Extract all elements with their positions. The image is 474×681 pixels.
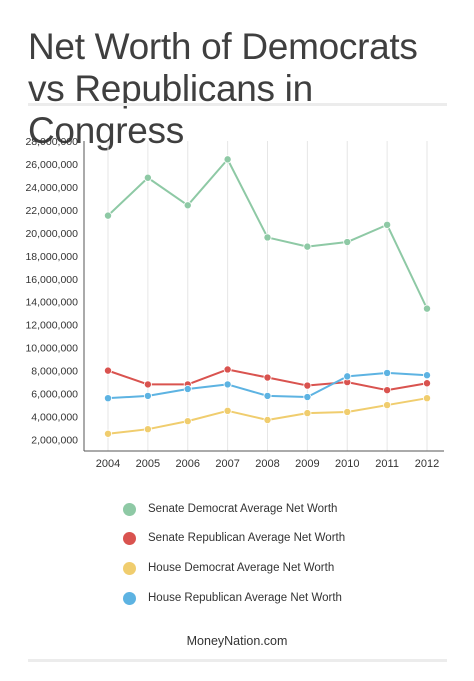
y-tick-label: 10,000,000 — [25, 343, 78, 355]
data-point — [422, 371, 431, 380]
data-point — [143, 391, 152, 400]
legend-marker-house-democrat — [123, 561, 136, 575]
data-point — [223, 380, 232, 389]
data-point — [303, 409, 312, 418]
footer-divider — [28, 659, 447, 662]
data-point — [143, 380, 152, 389]
legend-marker-senate-republican — [123, 531, 136, 545]
legend-label-senate-republican: Senate Republican Average Net Worth — [148, 532, 346, 544]
legend-item-senate-democrat: Senate Democrat Average Net Worth — [123, 499, 337, 519]
title-divider — [28, 103, 447, 106]
y-tick-label: 28,000,000 — [25, 136, 78, 148]
data-point — [223, 406, 232, 415]
data-point — [143, 173, 152, 182]
x-tick-label: 2005 — [136, 458, 160, 470]
y-tick-label: 26,000,000 — [25, 159, 78, 171]
data-point — [343, 407, 352, 416]
data-point — [104, 366, 113, 375]
legend-label-house-republican: House Republican Average Net Worth — [148, 592, 342, 604]
data-point — [104, 394, 113, 403]
x-tick-label: 2012 — [415, 458, 439, 470]
data-point — [223, 155, 232, 164]
source-credit: MoneyNation.com — [186, 634, 288, 648]
y-tick-label: 8,000,000 — [31, 366, 78, 378]
y-tick-label: 24,000,000 — [25, 182, 78, 194]
legend-label-house-democrat: House Democrat Average Net Worth — [148, 562, 335, 574]
data-point — [143, 425, 152, 434]
data-point — [263, 415, 272, 424]
y-tick-label: 2,000,000 — [31, 435, 78, 447]
data-point — [343, 372, 352, 381]
data-point — [104, 211, 113, 220]
data-point — [343, 238, 352, 247]
data-point — [303, 242, 312, 251]
data-point — [223, 365, 232, 374]
y-tick-label: 16,000,000 — [25, 274, 78, 286]
data-point — [263, 373, 272, 382]
data-point — [422, 394, 431, 403]
data-point — [422, 304, 431, 313]
y-tick-label: 18,000,000 — [25, 251, 78, 263]
data-point — [263, 233, 272, 242]
y-tick-label: 20,000,000 — [25, 228, 78, 240]
x-tick-label: 2008 — [255, 458, 279, 470]
data-point — [383, 368, 392, 377]
data-point — [183, 201, 192, 210]
legend-marker-senate-democrat — [123, 502, 136, 516]
legend-label-senate-democrat: Senate Democrat Average Net Worth — [148, 503, 338, 515]
legend-marker-house-republican — [123, 591, 136, 605]
data-point — [422, 379, 431, 388]
data-point — [303, 393, 312, 402]
x-tick-label: 2006 — [176, 458, 200, 470]
x-tick-label: 2004 — [96, 458, 120, 470]
data-point — [104, 429, 113, 438]
y-tick-label: 14,000,000 — [25, 297, 78, 309]
data-point — [263, 391, 272, 400]
x-tick-label: 2009 — [295, 458, 319, 470]
y-tick-label: 4,000,000 — [31, 412, 78, 424]
x-tick-label: 2011 — [375, 458, 399, 470]
y-tick-label: 22,000,000 — [25, 205, 78, 217]
data-point — [183, 417, 192, 426]
chart-title: Net Worth of Democrats vs Republicans in… — [28, 26, 418, 151]
data-point — [383, 386, 392, 395]
y-tick-label: 6,000,000 — [31, 389, 78, 401]
data-point — [183, 384, 192, 393]
data-point — [303, 381, 312, 390]
legend-item-house-democrat: House Democrat Average Net Worth — [123, 558, 334, 578]
legend-item-senate-republican: Senate Republican Average Net Worth — [123, 528, 345, 548]
x-tick-label: 2010 — [335, 458, 359, 470]
data-point — [383, 401, 392, 410]
y-tick-label: 12,000,000 — [25, 320, 78, 332]
x-tick-label: 2007 — [215, 458, 239, 470]
legend-item-house-republican: House Republican Average Net Worth — [123, 588, 342, 608]
data-point — [383, 220, 392, 229]
